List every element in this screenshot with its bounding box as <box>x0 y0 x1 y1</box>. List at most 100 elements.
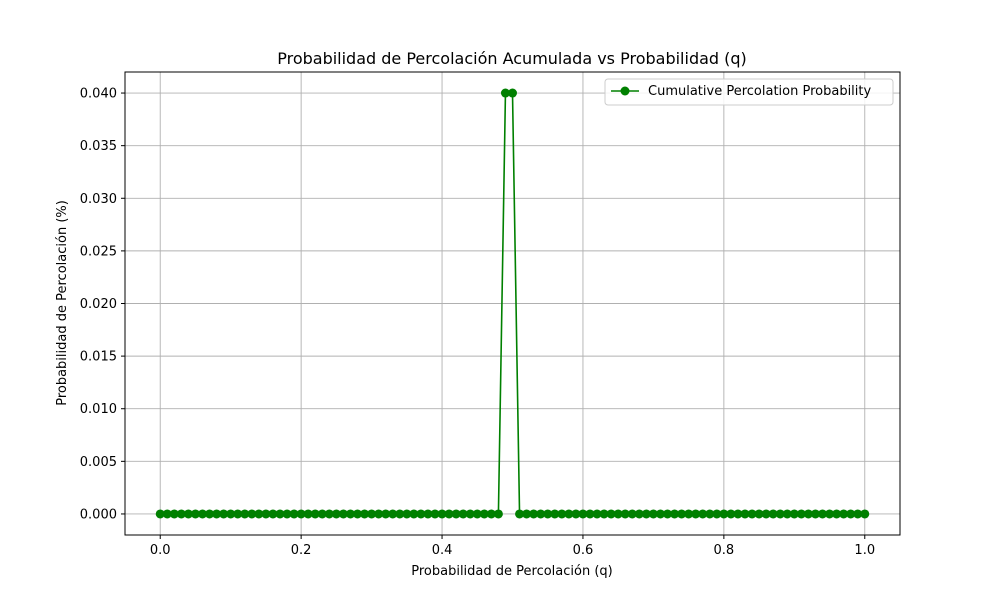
data-point-marker <box>381 509 391 519</box>
data-point-marker <box>620 509 630 519</box>
y-axis-ticks: 0.000 0.005 0.010 0.015 0.020 0.025 0.030 0.035… <box>80 87 125 522</box>
y-tick-label: 0.030 <box>80 192 117 207</box>
data-point-marker <box>543 509 553 519</box>
data-point-marker <box>162 509 172 519</box>
data-point-marker <box>839 509 849 519</box>
data-point-marker <box>789 509 799 519</box>
data-point-marker <box>472 509 482 519</box>
data-point-marker <box>740 509 750 519</box>
data-point-marker <box>508 88 517 98</box>
data-point-marker <box>684 509 694 519</box>
data-point-marker <box>254 509 264 519</box>
data-point-marker <box>670 509 680 519</box>
series-layer <box>155 88 870 519</box>
data-point-marker <box>627 509 637 519</box>
data-point-marker <box>303 509 313 519</box>
x-axis-ticks: 0.0 0.2 0.4 0.6 0.8 1.0 <box>150 535 875 558</box>
data-point-marker <box>324 509 334 519</box>
y-tick-label: 0.025 <box>80 244 117 259</box>
legend-box <box>604 78 894 106</box>
data-point-marker <box>606 509 616 519</box>
data-point-marker <box>226 509 236 519</box>
data-point-marker <box>825 509 835 519</box>
data-point-marker <box>247 509 257 519</box>
data-point-marker <box>240 509 250 519</box>
data-point-marker <box>360 509 370 519</box>
x-tick-label: 0.4 <box>432 543 453 558</box>
data-point-marker <box>486 509 496 519</box>
data-point-marker <box>613 509 623 519</box>
data-point-marker <box>719 509 729 519</box>
data-point-marker <box>296 509 306 519</box>
data-point-marker <box>536 509 546 519</box>
legend-label: Cumulative Percolation Probability <box>648 84 872 99</box>
data-point-marker <box>479 509 489 519</box>
data-point-marker <box>585 509 595 519</box>
data-point-marker <box>465 509 475 519</box>
data-point-marker <box>500 88 510 98</box>
x-tick-label: 0.6 <box>573 543 594 558</box>
chart-title: Probabilidad de Percolación Acumulada vs… <box>277 49 747 68</box>
data-point-marker <box>338 509 348 519</box>
data-point-marker <box>289 509 299 519</box>
data-point-marker <box>705 509 715 519</box>
data-point-marker <box>317 509 327 519</box>
y-tick-label: 0.040 <box>80 87 117 102</box>
data-point-marker <box>190 509 200 519</box>
legend-marker-sample <box>620 86 630 96</box>
data-point-marker <box>458 509 468 519</box>
y-tick-label: 0.020 <box>80 297 117 312</box>
data-point-marker <box>712 509 722 519</box>
data-point-marker <box>282 509 292 519</box>
data-point-marker <box>641 509 651 519</box>
data-point-marker <box>550 509 560 519</box>
data-point-marker <box>275 509 285 519</box>
data-point-marker <box>726 509 736 519</box>
x-tick-label: 0.0 <box>150 543 171 558</box>
y-tick-label: 0.035 <box>80 139 117 154</box>
data-point-marker <box>176 509 186 519</box>
data-point-marker <box>198 509 207 519</box>
data-point-marker <box>395 509 405 519</box>
data-point-marker <box>529 509 539 519</box>
data-point-marker <box>803 509 813 519</box>
data-point-marker <box>205 509 215 519</box>
data-point-marker <box>578 509 588 519</box>
data-point-marker <box>796 509 806 519</box>
data-point-marker <box>444 509 454 519</box>
data-point-marker <box>648 509 658 519</box>
data-point-marker <box>268 509 278 519</box>
data-point-marker <box>860 509 870 519</box>
data-point-marker <box>846 509 856 519</box>
data-point-marker <box>310 509 320 519</box>
data-point-marker <box>183 509 193 519</box>
data-point-marker <box>677 509 687 519</box>
data-point-marker <box>233 509 243 519</box>
x-tick-label: 1.0 <box>854 543 875 558</box>
data-point-marker <box>493 509 503 519</box>
data-point-marker <box>768 509 778 519</box>
data-point-marker <box>832 509 842 519</box>
data-point-marker <box>367 509 377 519</box>
data-point-marker <box>698 509 708 519</box>
data-point-marker <box>522 509 532 519</box>
x-tick-label: 0.8 <box>714 543 735 558</box>
data-point-marker <box>571 509 581 519</box>
data-point-marker <box>416 509 426 519</box>
data-point-marker <box>212 509 222 519</box>
y-tick-label: 0.015 <box>80 350 117 365</box>
data-point-marker <box>374 509 384 519</box>
data-point-marker <box>557 509 567 519</box>
data-point-marker <box>747 509 757 519</box>
data-point-marker <box>655 509 665 519</box>
data-point-marker <box>345 509 355 519</box>
data-point-marker <box>599 509 609 519</box>
data-point-marker <box>691 509 701 519</box>
data-point-marker <box>451 509 461 519</box>
data-point-marker <box>761 509 771 519</box>
data-point-marker <box>430 509 440 519</box>
data-point-marker <box>775 509 785 519</box>
data-point-marker <box>219 509 229 519</box>
data-point-marker <box>634 509 644 519</box>
